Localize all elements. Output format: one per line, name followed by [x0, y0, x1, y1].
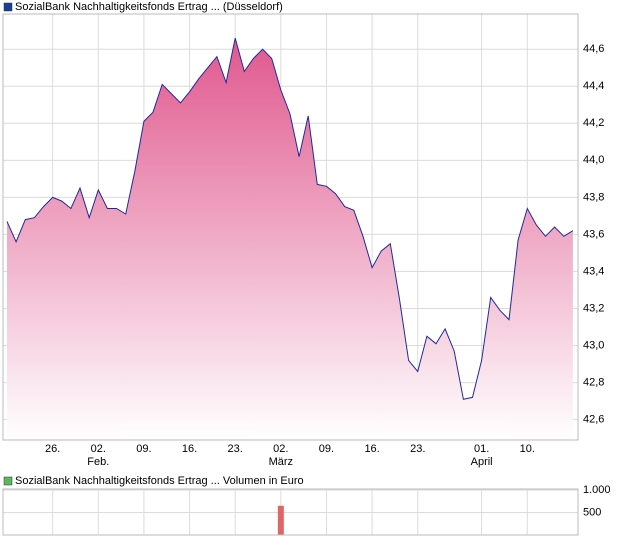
y-tick-label: 43,0	[583, 339, 604, 351]
y-tick-label: 43,6	[583, 228, 604, 240]
price-line	[6, 37, 574, 400]
plot-frame	[2, 488, 579, 536]
y-tick-label: 1.000	[583, 484, 611, 496]
month-label: Feb.	[87, 456, 109, 468]
legend-swatch	[3, 2, 13, 12]
legend-label: SozialBank Nachhaltigkeitsfonds Ertrag .…	[15, 475, 304, 487]
x-tick-label: 16.	[364, 443, 379, 455]
legend-swatch	[3, 476, 13, 486]
x-tick-label: 01.	[474, 443, 489, 455]
x-tick-label: 09.	[319, 443, 334, 455]
x-tick-label: 10.	[520, 443, 535, 455]
x-tick-label: 09.	[136, 443, 151, 455]
y-tick-label: 44,2	[583, 117, 604, 129]
y-tick-label: 44,4	[583, 80, 604, 92]
x-tick-label: 02.	[91, 443, 106, 455]
month-label: April	[471, 456, 493, 468]
y-tick-label: 43,8	[583, 191, 604, 203]
legend-label: SozialBank Nachhaltigkeitsfonds Ertrag .…	[15, 1, 283, 13]
volume-bar	[277, 505, 284, 535]
y-tick-label: 42,8	[583, 376, 604, 388]
x-tick-label: 23.	[410, 443, 425, 455]
month-label: März	[269, 456, 293, 468]
x-tick-label: 02.	[273, 443, 288, 455]
plot-frame	[2, 13, 579, 441]
y-tick-label: 500	[583, 506, 601, 518]
x-tick-label: 26.	[45, 443, 60, 455]
y-tick-label: 43,2	[583, 302, 604, 314]
y-tick-label: 43,4	[583, 265, 604, 277]
y-tick-label: 42,6	[583, 414, 604, 426]
y-tick-label: 44,0	[583, 154, 604, 166]
area-fill	[7, 38, 573, 440]
y-tick-label: 44,6	[583, 43, 604, 55]
x-tick-label: 23.	[228, 443, 243, 455]
x-tick-label: 16.	[182, 443, 197, 455]
